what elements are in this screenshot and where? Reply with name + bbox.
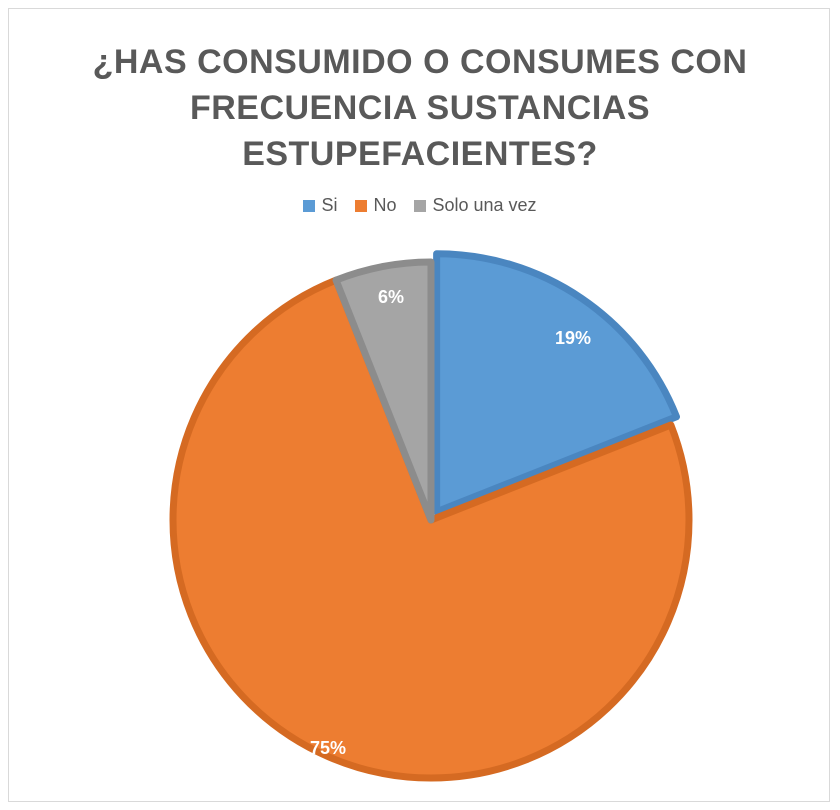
pie-slice-solo-una-vez	[332, 258, 435, 524]
data-label-solo-una-vez: 6%	[378, 287, 404, 307]
legend-label-solo-una-vez: Solo una vez	[432, 195, 537, 215]
pie-slice-si	[433, 250, 681, 516]
chart-title-line-3: ESTUPEFACIENTES?	[242, 135, 598, 173]
legend-item-solo-una-vez: Solo una vez	[414, 195, 537, 216]
chart-frame: ¿HAS CONSUMIDO O CONSUMES CON FRECUENCIA…	[8, 8, 830, 802]
data-label-si: 19%	[555, 328, 591, 348]
legend-item-si: Si	[303, 195, 337, 216]
chart-title: ¿HAS CONSUMIDO O CONSUMES CON FRECUENCIA…	[9, 39, 831, 177]
chart-title-line-2: FRECUENCIA SUSTANCIAS	[189, 89, 651, 127]
legend-swatch-solo-una-vez	[414, 199, 427, 212]
legend-label-si: Si	[321, 195, 338, 215]
pie-chart: 19% 75% 6%	[169, 250, 693, 782]
legend-swatch-no	[355, 199, 368, 212]
data-label-no: 75%	[310, 738, 346, 758]
pie-slice-no	[169, 276, 693, 782]
legend-label-no: No	[373, 195, 397, 215]
legend-item-no: No	[355, 195, 396, 216]
chart-legend: Si No Solo una vez	[9, 195, 831, 216]
legend-swatch-si	[303, 199, 316, 212]
chart-title-line-1: ¿HAS CONSUMIDO O CONSUMES CON	[92, 43, 748, 81]
